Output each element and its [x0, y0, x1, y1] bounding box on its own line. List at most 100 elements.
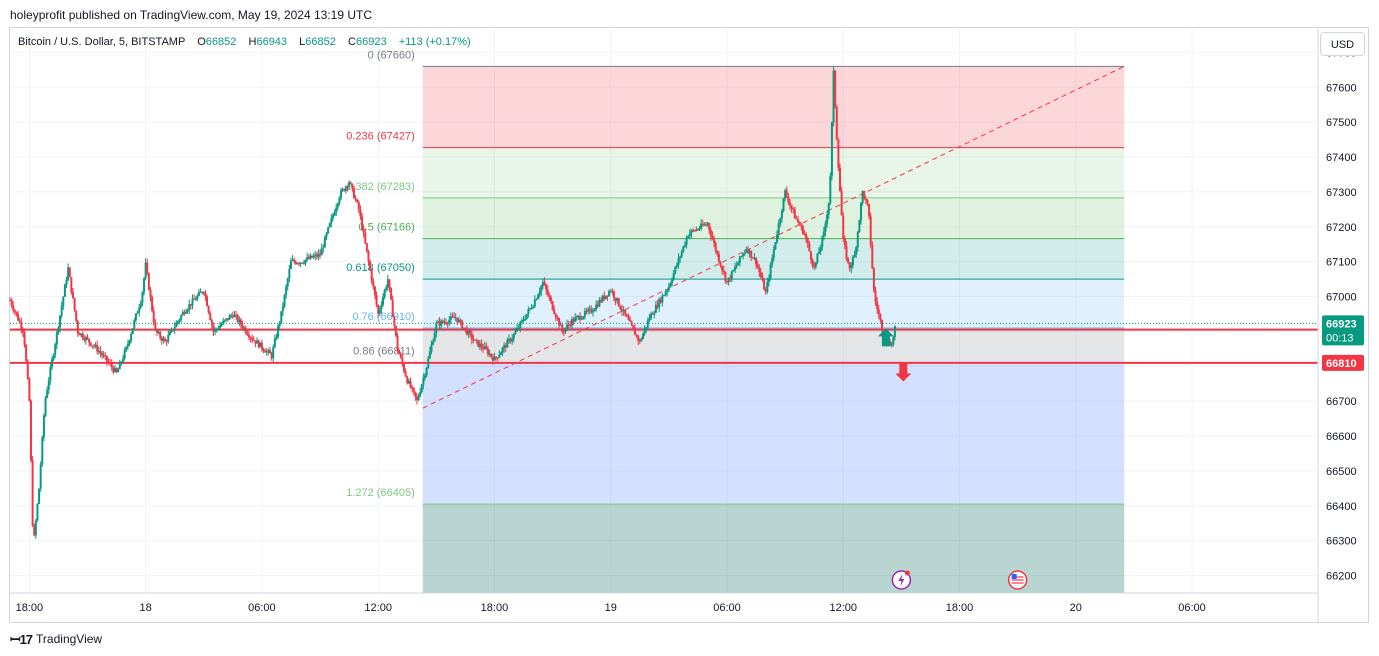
price-tick-label: 67100 [1326, 257, 1357, 269]
candle-body [110, 363, 113, 368]
candle-body [604, 295, 607, 299]
candle-body [530, 308, 533, 310]
candle-body [428, 351, 431, 359]
candle-body [470, 333, 473, 340]
candle-body [383, 289, 386, 298]
candle-body [617, 298, 620, 307]
symbol-legend[interactable]: Bitcoin / U.S. Dollar, 5, BITSTAMP O6685… [18, 36, 471, 48]
candle-body [134, 313, 137, 321]
candle-body [430, 344, 433, 352]
candle-body [301, 262, 304, 264]
candle-body [125, 346, 128, 351]
candle-body [138, 307, 141, 313]
candle-body [541, 282, 544, 286]
candle-body [209, 312, 212, 320]
candle-body [46, 390, 49, 398]
candle-body [767, 278, 770, 283]
candle-body [120, 361, 123, 363]
candle-body [643, 328, 646, 334]
candle-body [352, 187, 355, 199]
notification-dot [904, 570, 910, 576]
candle-body [787, 196, 790, 203]
candle-body [671, 279, 674, 284]
candle-body [798, 222, 801, 226]
candle-body [829, 175, 832, 204]
price-tick-label: 66600 [1326, 431, 1357, 443]
arrow-down-icon [895, 363, 912, 382]
symbol-name: Bitcoin / U.S. Dollar, 5, BITSTAMP [18, 36, 186, 48]
candle-body [606, 295, 609, 297]
candle-body [858, 220, 861, 232]
flag-canton [1011, 574, 1017, 579]
high-label: H [248, 36, 257, 48]
candle-body [811, 259, 814, 266]
candle-body [498, 354, 501, 358]
candle-body [698, 228, 701, 230]
candle-body [438, 321, 441, 326]
candle-body [67, 267, 70, 281]
candle-body [486, 349, 489, 355]
candle-body [554, 313, 557, 318]
candle-body [591, 311, 594, 313]
candle-body [478, 343, 481, 347]
candle-body [275, 336, 278, 339]
candle-body [60, 306, 63, 316]
candle-body [23, 332, 26, 346]
candle-body [312, 256, 315, 258]
candle-body [55, 332, 58, 345]
candle-body [860, 203, 863, 221]
price-tick-label: 66500 [1326, 466, 1357, 478]
candle-body [611, 291, 614, 293]
candle-body [181, 312, 184, 316]
candle-body [491, 356, 494, 361]
currency-button[interactable]: USD [1320, 32, 1365, 56]
candle-body [743, 252, 746, 254]
fib-level-label: 0.86 (66811) [353, 345, 415, 357]
candle-body [488, 353, 491, 355]
candle-body [341, 189, 344, 191]
candle-body [696, 229, 699, 231]
candle-body [843, 238, 846, 246]
candle-body [596, 304, 599, 307]
candle-body [377, 305, 380, 314]
candle-body [139, 302, 142, 308]
candle-body [185, 311, 188, 314]
candle-body [104, 355, 107, 357]
candle-body [645, 327, 648, 329]
candle-body [490, 353, 493, 357]
candle-body [70, 277, 73, 293]
candle-body [464, 327, 467, 329]
candle-body [157, 332, 160, 334]
candle-body [753, 257, 756, 259]
candle-body [188, 304, 191, 310]
time-tick-label: 12:00 [829, 602, 857, 614]
candle-body [102, 355, 105, 357]
candle-body [62, 296, 65, 307]
candle-body [616, 298, 619, 301]
candle-body [746, 248, 749, 254]
candle-body [612, 291, 615, 298]
candle-body [672, 272, 675, 280]
candle-body [272, 347, 275, 359]
arrow-up-icon [877, 328, 894, 347]
candle-body [855, 247, 858, 255]
candle-body [569, 324, 572, 326]
candle-body [29, 400, 32, 461]
candle-body [236, 315, 239, 322]
candle-body [424, 375, 427, 378]
candle-body [603, 295, 606, 299]
high-value: 66943 [256, 36, 288, 48]
footer-logo[interactable]: ꟷ17 TradingView [10, 630, 102, 648]
candle-body [751, 257, 754, 259]
candle-body [877, 309, 880, 315]
candle-body [635, 334, 638, 336]
candle-body [777, 223, 780, 235]
candle-body [130, 334, 133, 341]
candle-body [514, 331, 517, 335]
candle-body [309, 255, 312, 259]
candle-body [361, 216, 364, 230]
candle-body [25, 345, 28, 362]
candle-body [827, 203, 830, 215]
tradingview-logo-icon: ꟷ17 [10, 632, 33, 647]
